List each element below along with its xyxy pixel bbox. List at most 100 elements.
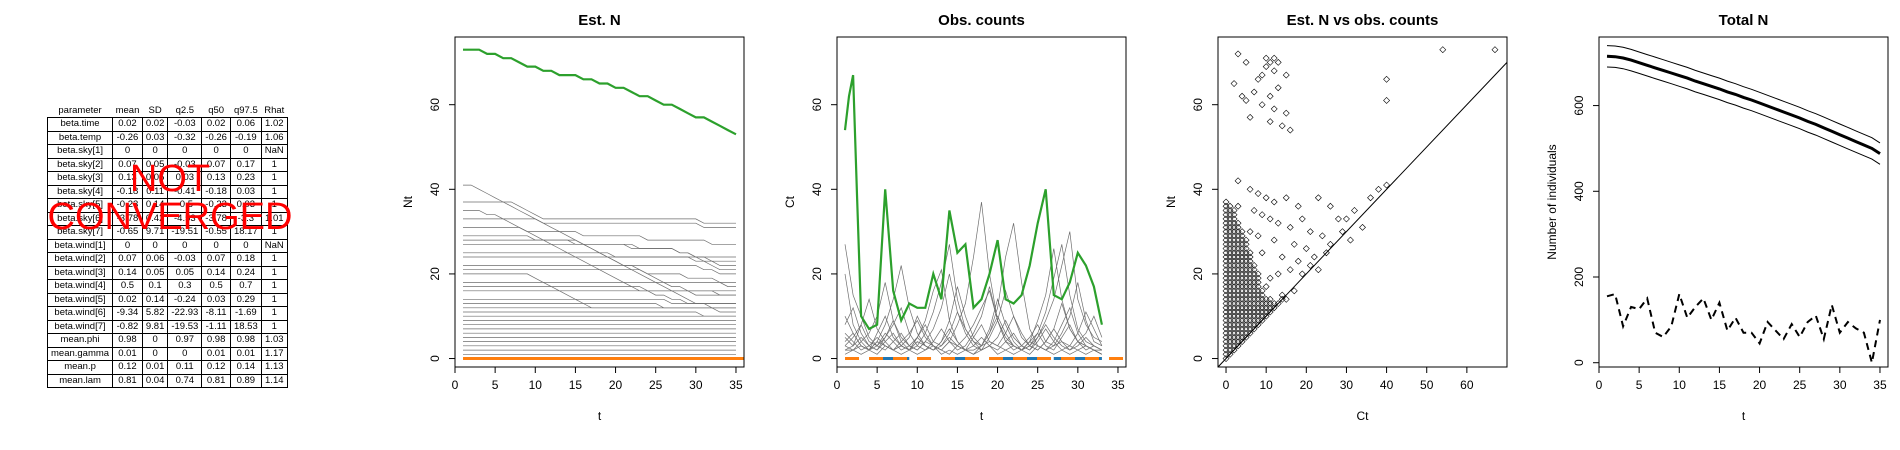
x-tick-label: 25 — [1793, 378, 1807, 392]
table-cell: 0.89 — [229, 373, 262, 388]
scatter-point — [1242, 300, 1250, 307]
y-axis-label: Number of individuals — [1545, 144, 1559, 259]
table-cell: 1.14 — [260, 373, 288, 388]
scatter-point — [1230, 257, 1238, 265]
x-tick-label: 10 — [911, 378, 925, 392]
scatter-point — [1226, 219, 1234, 227]
scatter-point — [1230, 266, 1238, 274]
x-tick-label: 35 — [729, 378, 743, 392]
x-tick-label: 35 — [1111, 378, 1125, 392]
scatter-point — [1290, 240, 1298, 248]
gray-series-line — [463, 311, 736, 317]
scatter-point — [1306, 262, 1314, 269]
scatter-point — [1230, 228, 1238, 236]
scatter-point — [1367, 194, 1374, 202]
scatter-point — [1306, 228, 1314, 236]
table-cell: beta.wind[6] — [46, 306, 114, 321]
scatter-point — [1230, 232, 1238, 240]
scatter-point — [1242, 308, 1250, 316]
table-cell: 0.02 — [112, 292, 143, 307]
x-tick-label: 15 — [569, 378, 583, 392]
scatter-point — [1242, 321, 1250, 329]
scatter-point — [1222, 283, 1230, 291]
scatter-point — [1230, 249, 1238, 257]
scatter-point — [1254, 75, 1262, 83]
scatter-point — [1246, 291, 1254, 299]
scatter-point — [1234, 287, 1242, 295]
scatter-point — [1375, 185, 1382, 193]
scatter-point — [1250, 312, 1258, 320]
scatter-point — [1222, 329, 1230, 337]
y-tick-label: 60 — [810, 98, 824, 112]
scatter-point — [1262, 194, 1270, 202]
scatter-point — [1383, 97, 1391, 104]
table-row: beta.wind[3] 0.14 0.05 0.05 0.14 0.24 1 — [46, 265, 288, 280]
scatter-point — [1238, 304, 1246, 312]
scatter-point — [1222, 338, 1230, 346]
scatter-point — [1343, 215, 1350, 223]
scatter-point — [1238, 266, 1246, 274]
scatter-point — [1234, 232, 1242, 240]
scatter-point — [1242, 304, 1250, 312]
scatter-point — [1326, 202, 1334, 210]
table-cell: 0.01 — [112, 346, 143, 361]
scatter-point — [1242, 333, 1250, 341]
scatter-point — [1266, 215, 1274, 223]
x-tick-label: 30 — [689, 378, 703, 392]
chart-panel-4: Total N t Number of individuals 0 5 10 15 20 25 3… — [1545, 12, 1889, 423]
scatter-point — [1278, 291, 1286, 299]
scatter-point — [1254, 270, 1262, 278]
scatter-point — [1230, 300, 1238, 307]
gray-series-line — [463, 265, 736, 275]
table-cell: 0.07 — [112, 252, 143, 267]
table-cell: 0.97 — [167, 333, 203, 348]
scatter-point — [1226, 211, 1234, 219]
scatter-point — [1222, 228, 1230, 236]
scatter-point — [1226, 262, 1234, 269]
scatter-point — [1226, 207, 1234, 214]
scatter-point — [1238, 287, 1246, 295]
scatter-point — [1226, 300, 1234, 307]
x-tick-label: 20 — [1753, 378, 1767, 392]
column-header: parameter — [58, 105, 102, 116]
x-tick-label: 15 — [1713, 378, 1727, 392]
scatter-point — [1254, 274, 1262, 282]
scatter-point — [1222, 308, 1230, 316]
scatter-point — [1246, 300, 1254, 307]
scatter-point — [1258, 300, 1266, 307]
scatter-point — [1491, 46, 1499, 54]
scatter-point — [1250, 278, 1258, 286]
scatter-point — [1250, 266, 1258, 274]
scatter-point — [1238, 249, 1246, 257]
scatter-point — [1238, 338, 1246, 346]
scatter-point — [1230, 219, 1238, 227]
gray-series-line — [463, 298, 736, 304]
table-cell: 0.05 — [141, 265, 169, 280]
scatter-point — [1254, 291, 1262, 299]
scatter-point — [1222, 262, 1230, 269]
scatter-point — [1222, 342, 1230, 350]
scatter-point — [1286, 126, 1294, 134]
gray-series-line — [463, 269, 736, 283]
scatter-point — [1266, 300, 1274, 307]
scatter-point — [1242, 283, 1250, 291]
x-tick-label: 25 — [649, 378, 663, 392]
scatter-point — [1250, 291, 1258, 299]
gray-series-line — [463, 282, 736, 287]
series-line-thin — [1606, 45, 1881, 144]
scatter-point — [1230, 291, 1238, 299]
parameter-table: parameter mean SD q2.5 q50 q97.5 Rhat beta.tim… — [46, 104, 288, 388]
scatter-point — [1222, 278, 1230, 286]
scatter-point — [1326, 240, 1334, 248]
scatter-point — [1234, 257, 1242, 265]
scatter-point — [1242, 240, 1250, 248]
scatter-point — [1234, 270, 1242, 278]
table-cell: -22.93 — [167, 306, 203, 321]
scatter-point — [1230, 274, 1238, 282]
scatter-point — [1226, 236, 1234, 244]
table-row: beta.time 0.02 0.02 -0.03 0.02 0.06 1.02 — [46, 117, 288, 132]
scatter-point — [1234, 177, 1242, 185]
scatter-point — [1258, 304, 1266, 312]
scatter-point — [1258, 291, 1266, 299]
chart-title: Est. N — [578, 12, 621, 29]
